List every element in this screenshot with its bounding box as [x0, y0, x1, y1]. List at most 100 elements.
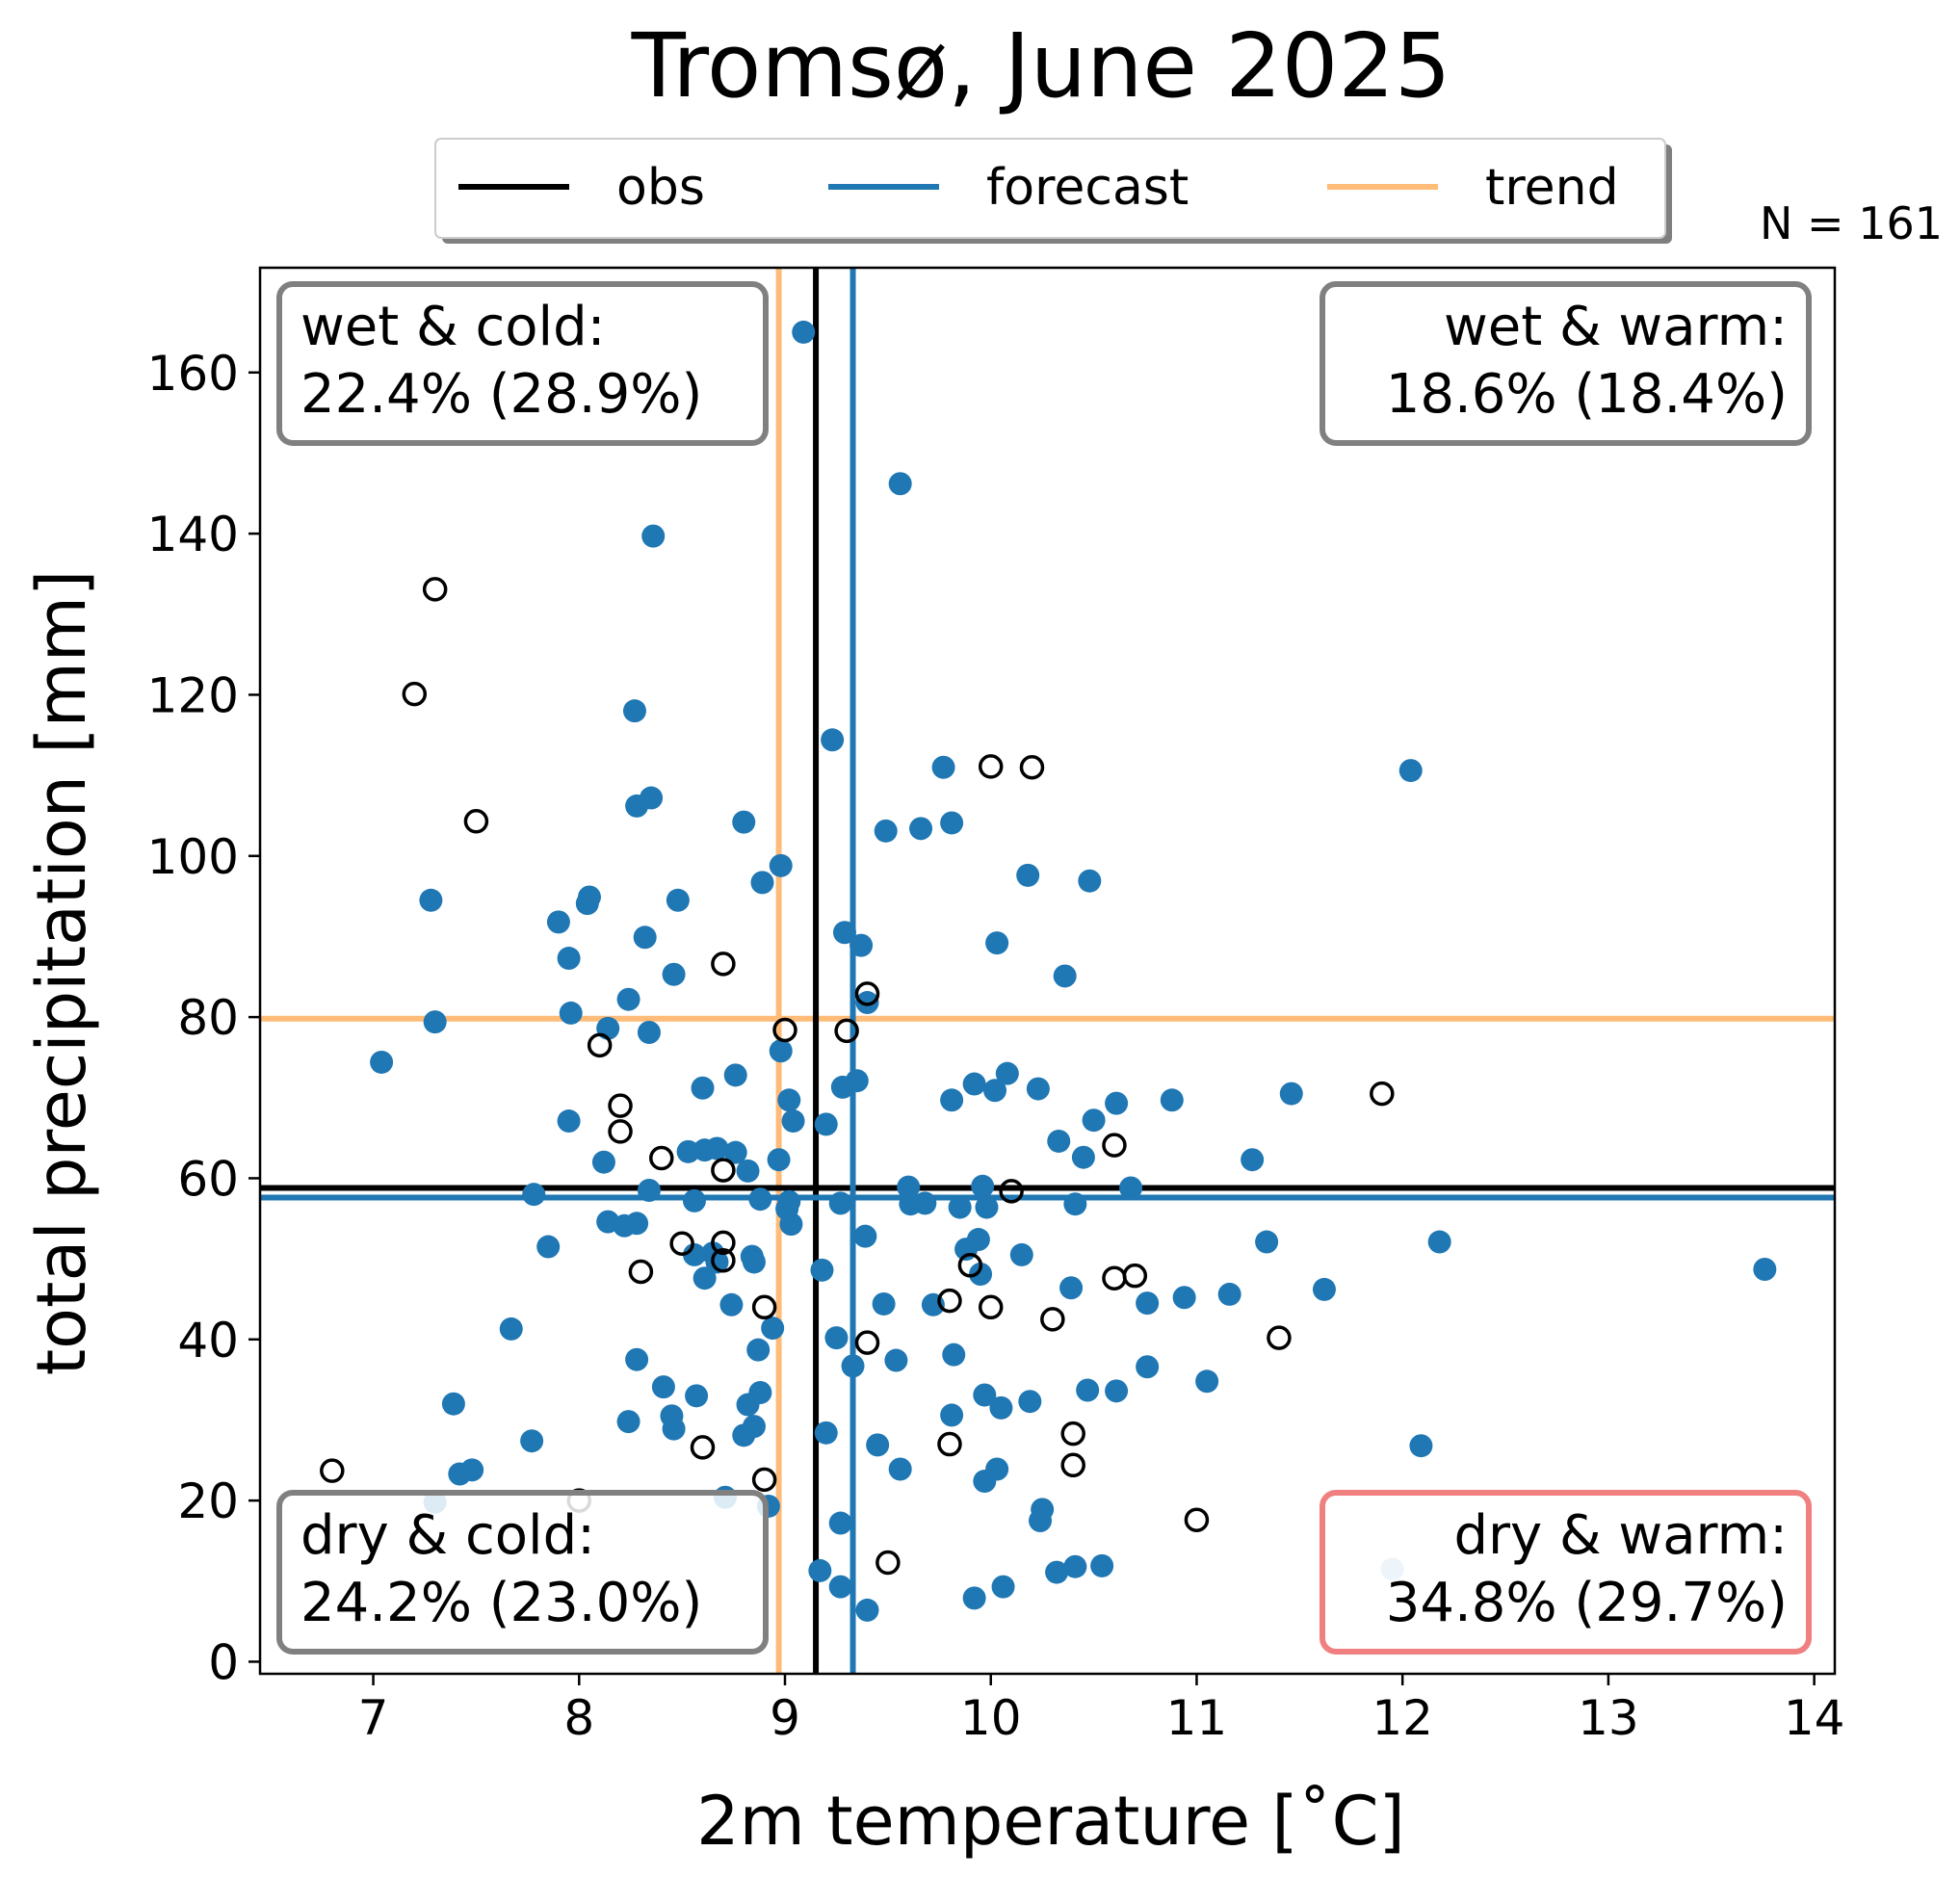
y-tick-label: 60	[177, 1151, 239, 1207]
forecast-point	[973, 1383, 997, 1407]
n-label: N = 161	[1760, 197, 1943, 249]
forecast-point	[810, 1258, 834, 1282]
x-tick-label: 11	[1166, 1690, 1228, 1746]
forecast-point	[769, 1039, 793, 1063]
quadrant-box	[1320, 281, 1812, 446]
forecast-point	[559, 1001, 583, 1025]
obs-point	[1370, 1081, 1395, 1107]
plot-content	[260, 268, 1835, 1674]
forecast-point	[940, 811, 964, 835]
forecast-point	[808, 1558, 832, 1582]
forecast-point	[637, 1178, 661, 1202]
obs-point	[1040, 1307, 1065, 1332]
obs-point	[957, 1253, 983, 1278]
obs-point	[1122, 1263, 1148, 1289]
obs-point	[320, 1458, 345, 1483]
quadrant-label: wet & cold:	[301, 296, 606, 358]
obs-point	[711, 952, 736, 977]
forecast-point	[522, 1183, 546, 1207]
forecast-point	[1136, 1355, 1160, 1379]
forecast-point	[723, 1063, 747, 1087]
forecast-point	[1105, 1091, 1129, 1115]
forecast-point	[888, 472, 912, 496]
obs-point	[628, 1259, 654, 1285]
forecast-point	[1241, 1148, 1265, 1172]
forecast-point	[1078, 869, 1102, 893]
forecast-point	[370, 1050, 394, 1074]
forecast-point	[897, 1175, 921, 1199]
quadrant-box	[276, 281, 769, 446]
forecast-point	[1279, 1082, 1303, 1106]
y-tick-label: 40	[177, 1313, 239, 1369]
forecast-point	[814, 1421, 838, 1445]
forecast-point	[625, 794, 649, 818]
forecast-point	[419, 888, 443, 912]
quadrant-label: wet & warm:	[1444, 296, 1788, 358]
forecast-point	[940, 1403, 964, 1427]
forecast-point	[872, 1291, 896, 1316]
forecast-point	[723, 1140, 747, 1164]
forecast-point	[682, 1188, 706, 1212]
forecast-point	[792, 320, 816, 344]
forecast-point	[736, 1393, 760, 1417]
forecast-point	[651, 1375, 675, 1399]
forecast-point	[1217, 1282, 1241, 1306]
forecast-point	[973, 1470, 997, 1494]
forecast-point	[969, 1263, 993, 1287]
forecast-point	[705, 1136, 729, 1160]
forecast-point	[616, 1410, 640, 1434]
forecast-point	[750, 871, 774, 895]
forecast-point	[849, 933, 874, 957]
obs-point	[854, 981, 880, 1006]
obs-point	[937, 1288, 962, 1314]
obs-point	[608, 1093, 633, 1118]
obs-point	[751, 1467, 777, 1493]
legend-label-obs: obs	[616, 159, 705, 217]
forecast-point	[814, 1112, 838, 1136]
forecast-point	[1160, 1088, 1184, 1112]
obs-point	[1184, 1507, 1210, 1532]
forecast-point	[1071, 1145, 1095, 1169]
obs-point	[772, 1017, 797, 1043]
obs-point	[751, 1294, 777, 1320]
quadrant-value: 18.6% (18.4%)	[1386, 363, 1788, 426]
forecast-point	[591, 1150, 615, 1174]
plot-area: wet & cold:22.4% (28.9%) wet & warm:18.6%…	[147, 266, 1844, 1746]
forecast-point	[845, 1069, 869, 1093]
forecast-point	[1312, 1277, 1336, 1301]
obs-point	[711, 1230, 736, 1256]
x-tick-label: 12	[1372, 1690, 1433, 1746]
forecast-point	[641, 524, 666, 548]
obs-point	[1060, 1421, 1085, 1447]
obs-point	[711, 1248, 736, 1273]
forecast-point	[441, 1392, 465, 1416]
forecast-point	[691, 1076, 715, 1100]
quadrant-value: 34.8% (29.7%)	[1386, 1572, 1788, 1634]
forecast-point	[909, 817, 933, 841]
forecast-point	[940, 1088, 964, 1112]
forecast-point	[874, 819, 898, 843]
quadrant-value: 24.2% (23.0%)	[301, 1572, 702, 1634]
y-tick-label: 100	[147, 829, 239, 885]
forecast-point	[520, 1429, 544, 1453]
forecast-point	[460, 1458, 484, 1482]
y-tick-label: 140	[147, 507, 239, 562]
forecast-point	[866, 1433, 890, 1457]
obs-point	[649, 1145, 674, 1171]
forecast-point	[983, 1079, 1006, 1103]
forecast-point	[1409, 1434, 1433, 1458]
obs-point	[999, 1179, 1024, 1204]
forecast-point	[1090, 1553, 1114, 1577]
forecast-point	[1195, 1369, 1219, 1394]
obs-point	[422, 577, 448, 602]
forecast-point	[616, 987, 640, 1011]
quadrant-label: dry & cold:	[301, 1504, 595, 1567]
forecast-point	[1172, 1286, 1196, 1310]
forecast-point	[1119, 1176, 1143, 1200]
plot-background	[260, 268, 1835, 1674]
x-axis-label: 2m temperature [˚C]	[696, 1782, 1405, 1861]
forecast-point	[962, 1072, 986, 1096]
obs-point	[669, 1231, 694, 1256]
forecast-point	[742, 1415, 766, 1439]
